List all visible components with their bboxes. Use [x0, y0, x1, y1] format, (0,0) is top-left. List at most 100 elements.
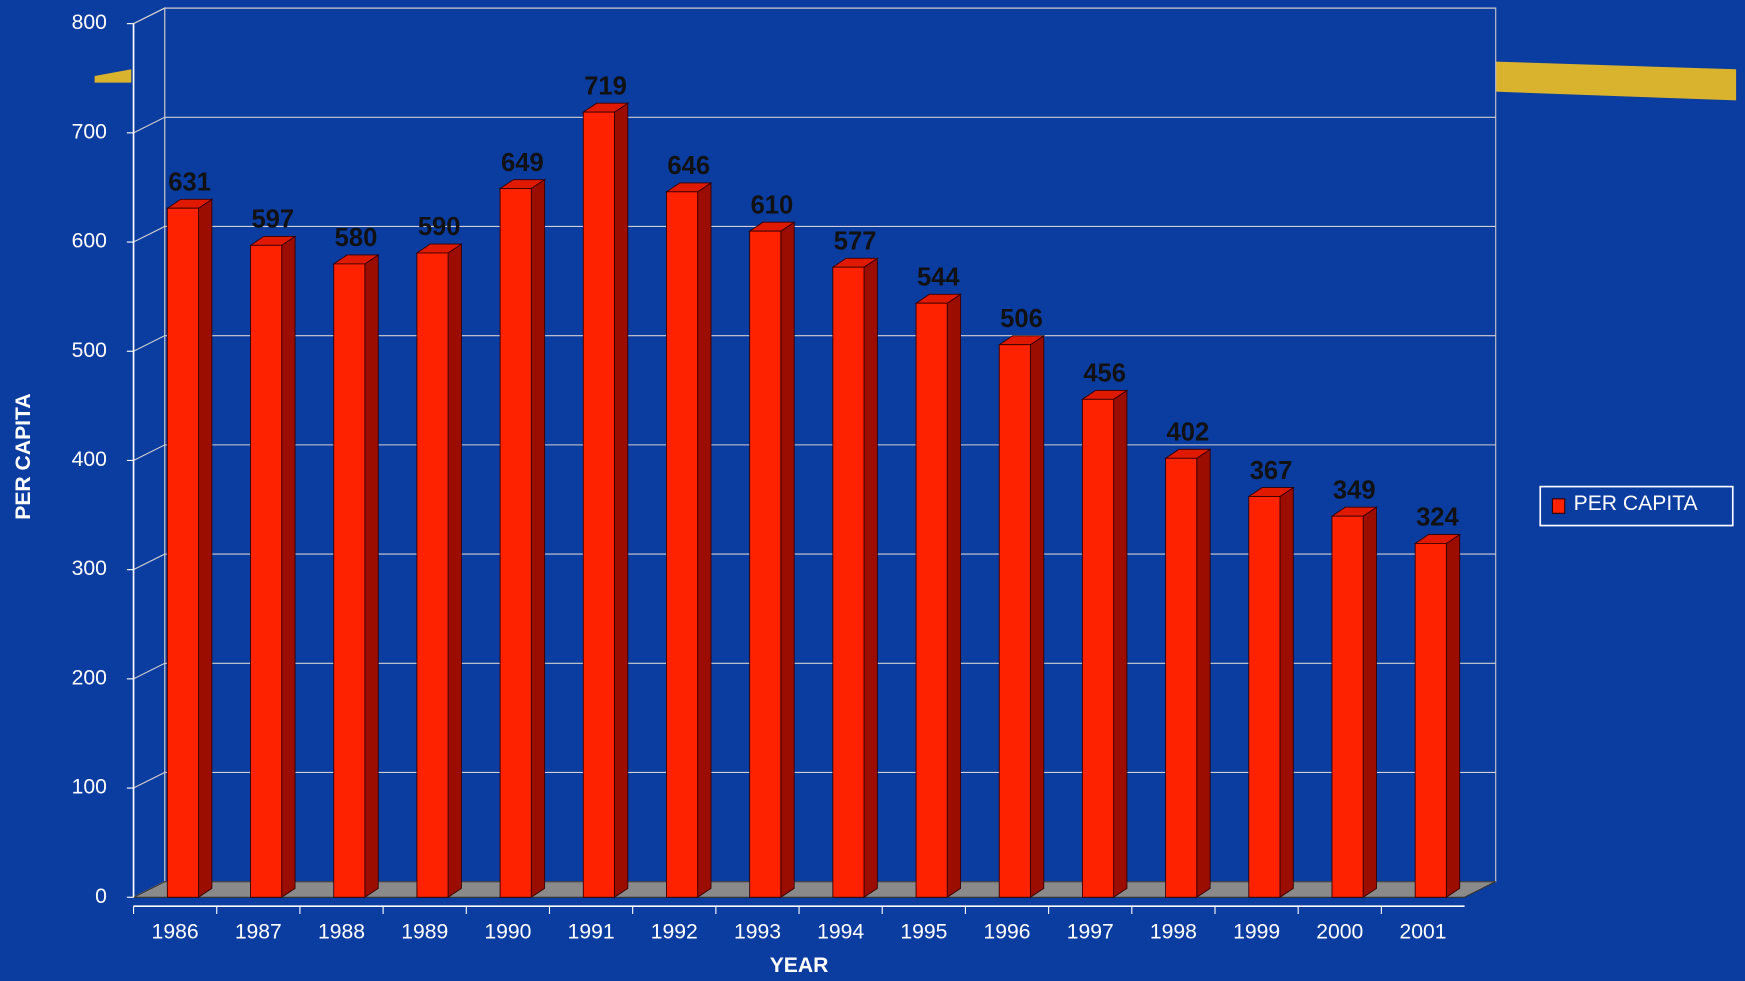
grid-line: [133, 444, 1496, 461]
grid-line: [133, 7, 1496, 25]
y-tick-label: 700: [72, 120, 107, 143]
value-label: 631: [168, 168, 211, 196]
legend-label: PER CAPITA: [1574, 492, 1699, 515]
value-label: 610: [751, 191, 794, 219]
y-tick-label: 0: [95, 885, 107, 908]
grid-line: [133, 116, 1496, 134]
y-tick-label: 300: [72, 557, 107, 580]
bar-side: [1113, 389, 1128, 899]
bar-side: [946, 293, 962, 899]
bar: [165, 198, 214, 899]
value-label: 402: [1167, 419, 1210, 447]
value-label: 649: [501, 149, 544, 177]
bar-front: [1414, 543, 1447, 898]
x-tick-label: 1988: [318, 920, 365, 943]
decoration: [1491, 61, 1737, 101]
bar-front: [1165, 457, 1198, 898]
y-tick-label: 100: [72, 776, 107, 799]
bar-front: [915, 302, 948, 898]
x-tick-label: 1990: [484, 920, 531, 943]
bar-front: [250, 244, 283, 898]
decoration: [94, 69, 132, 83]
bar: [498, 178, 547, 899]
bar-side: [1445, 533, 1461, 899]
value-label: 646: [667, 152, 710, 180]
bar: [1080, 389, 1129, 899]
bar: [1330, 506, 1378, 899]
value-label: 324: [1416, 504, 1459, 532]
bar-front: [1248, 496, 1281, 898]
x-tick-label: 1993: [734, 920, 781, 943]
value-label: 719: [584, 72, 627, 100]
x-tick-label: 1996: [984, 920, 1031, 943]
bar: [581, 102, 630, 899]
legend-box: [1539, 485, 1734, 527]
bar-front: [998, 344, 1031, 898]
value-label: 590: [418, 213, 461, 241]
x-tick-label: 2001: [1399, 920, 1446, 943]
bar-side: [530, 178, 546, 899]
y-tick-label: 400: [72, 448, 107, 471]
bar: [997, 334, 1046, 899]
bar: [1413, 533, 1462, 899]
bar-side: [281, 235, 296, 899]
bar: [1247, 486, 1295, 899]
bar-front: [333, 263, 366, 898]
x-tick-label: 1994: [817, 920, 864, 943]
bar: [748, 221, 796, 899]
value-label: 580: [335, 224, 378, 252]
bar-side: [863, 257, 878, 899]
grid-line: [133, 225, 1496, 243]
legend: PER CAPITA: [1539, 485, 1734, 527]
bar-front: [166, 207, 199, 898]
x-tick-label: 1991: [568, 920, 615, 943]
bar-front: [1081, 398, 1115, 898]
bar-front: [666, 191, 699, 898]
y-tick-label: 200: [72, 666, 107, 689]
x-tick-label: 2000: [1316, 920, 1363, 943]
grid-line: [133, 553, 1496, 571]
y-tick-label: 600: [72, 230, 107, 253]
x-tick-label: 1986: [152, 920, 199, 943]
grid-line: [133, 335, 1496, 352]
value-label: 597: [251, 206, 294, 234]
value-label: 544: [917, 263, 960, 291]
x-tick-label: 1989: [401, 920, 448, 943]
bar-side: [447, 243, 462, 899]
x-tick-label: 1995: [900, 920, 947, 943]
value-label: 577: [834, 227, 877, 255]
bar-side: [1196, 448, 1211, 899]
value-label: 349: [1333, 476, 1376, 504]
x-tick-label: 1992: [651, 920, 698, 943]
bar-front: [416, 252, 449, 898]
y-tick-label: 500: [72, 339, 107, 362]
bar: [831, 257, 879, 899]
bar-side: [198, 198, 213, 899]
x-tick-label: 1997: [1067, 920, 1114, 943]
bar-side: [697, 182, 712, 899]
bar: [249, 235, 297, 899]
bar-front: [582, 111, 615, 898]
grid-line: [133, 771, 1496, 789]
x-tick-label: 1987: [235, 920, 282, 943]
bar-side: [614, 102, 629, 899]
grid-line: [133, 662, 1496, 680]
value-label: 506: [1000, 305, 1043, 333]
bar-side: [364, 254, 379, 899]
bar-side: [1279, 486, 1294, 899]
bar: [1164, 448, 1212, 899]
bar-front: [1331, 515, 1364, 898]
bar-side: [1029, 334, 1045, 899]
bar-front: [499, 188, 532, 898]
bar: [914, 293, 963, 899]
x-tick-label: 1998: [1150, 920, 1197, 943]
bar-front: [749, 230, 782, 898]
bar-side: [1362, 506, 1377, 899]
x-tick-label: 1999: [1233, 920, 1280, 943]
bar: [415, 243, 463, 899]
bar-side: [780, 221, 795, 899]
bar: [332, 254, 380, 899]
y-axis-label: PER CAPITA: [12, 393, 35, 519]
bar: [665, 182, 713, 899]
